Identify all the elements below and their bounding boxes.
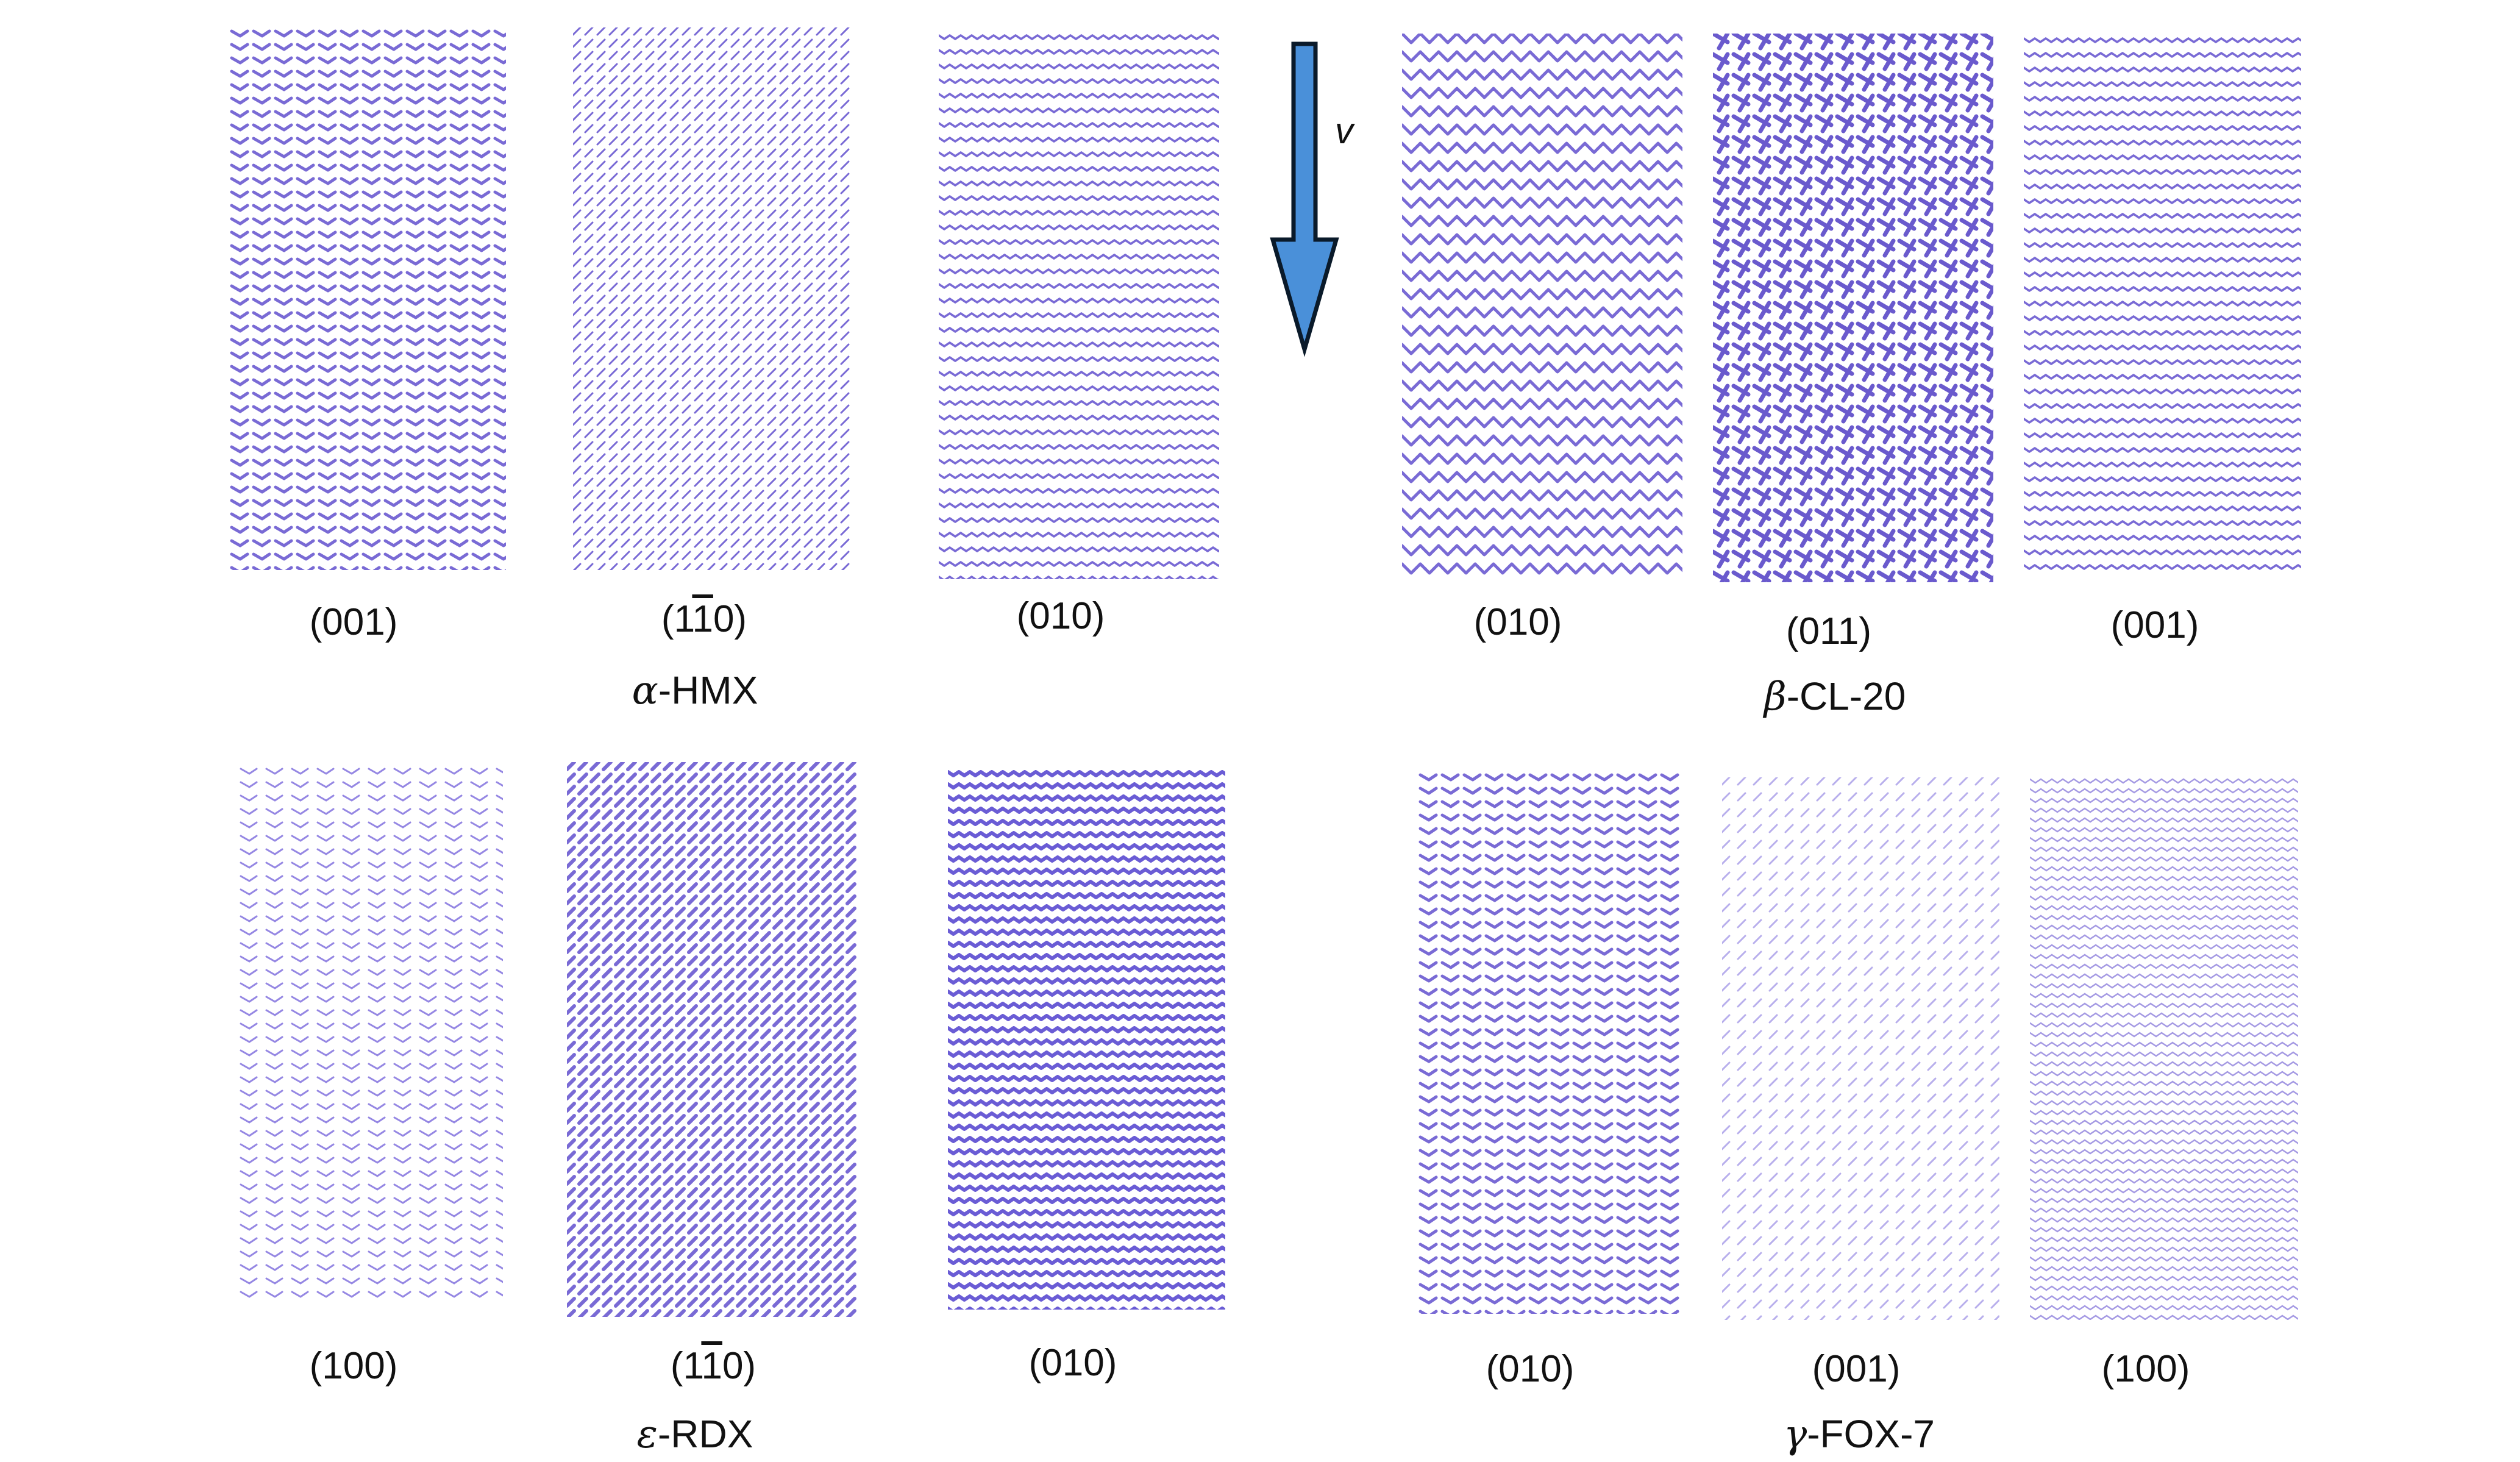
lattice-texture [2024, 37, 2301, 570]
panel-rdx-1bar10 [567, 762, 860, 1317]
panel-cl20-010 [1402, 34, 1682, 582]
label-hmx-1bar10: (110) [661, 598, 747, 640]
label-fox7-010: (010) [1486, 1348, 1575, 1390]
label-rdx-010: (010) [1028, 1342, 1117, 1384]
crystal-lattice-image [948, 770, 1225, 1310]
velocity-arrow-shape [1270, 41, 1339, 357]
lattice-texture [573, 27, 850, 570]
panel-hmx-010 [939, 30, 1219, 579]
lattice-texture [948, 770, 1225, 1310]
lattice-texture [567, 762, 856, 1317]
lattice-texture [1418, 773, 1679, 1314]
label-cl20-011: (011) [1785, 610, 1872, 652]
crystal-lattice-image [2024, 37, 2301, 570]
lattice-texture [230, 29, 506, 570]
label-hmx-001: (001) [309, 601, 398, 643]
label-rdx-100: (100) [309, 1345, 398, 1387]
crystal-lattice-image [1722, 777, 1999, 1320]
lattice-texture [1713, 34, 1993, 582]
panel-rdx-010 [948, 767, 1225, 1310]
label-cl20-010: (010) [1473, 601, 1562, 643]
panel-fox7-010 [1414, 771, 1682, 1314]
label-hmx-010: (010) [1016, 595, 1105, 637]
lattice-texture [2030, 778, 2298, 1320]
lattice-texture [240, 768, 503, 1298]
label-rdx-1bar10: (110) [670, 1345, 756, 1387]
label-fox7-001: (001) [1812, 1348, 1901, 1390]
title-rdx: ε-RDX [636, 1412, 753, 1457]
crystal-lattice-image [1713, 34, 1993, 582]
panel-fox7-001 [1722, 777, 1999, 1320]
crystal-lattice-image [573, 27, 850, 570]
panel-cl20-011 [1713, 34, 1993, 582]
panel-hmx-1bar10 [573, 27, 853, 570]
panel-fox7-100 [2030, 774, 2298, 1320]
panel-cl20-001 [2024, 34, 2301, 576]
label-fox7-100: (100) [2101, 1348, 2190, 1390]
panel-hmx-001 [226, 27, 506, 570]
crystal-lattice-image [230, 29, 506, 570]
lattice-texture [1402, 34, 1682, 575]
lattice-texture [1722, 777, 1999, 1320]
crystal-lattice-image [240, 768, 503, 1298]
title-fox7: γ-FOX-7 [1783, 1412, 1935, 1457]
label-cl20-001: (001) [2110, 604, 2199, 646]
velocity-label: v [1335, 110, 1353, 151]
crystal-lattice-image [1418, 773, 1679, 1314]
title-cl20: β-CL-20 [1764, 674, 1906, 719]
crystal-lattice-image [567, 762, 856, 1317]
title-hmx: α-HMX [632, 668, 758, 713]
lattice-texture [939, 34, 1219, 579]
crystal-lattice-image [2030, 778, 2298, 1320]
crystal-lattice-image [939, 34, 1219, 579]
crystal-lattice-image [1402, 34, 1682, 575]
panel-rdx-100 [235, 765, 503, 1302]
velocity-arrow-icon [1270, 41, 1339, 357]
